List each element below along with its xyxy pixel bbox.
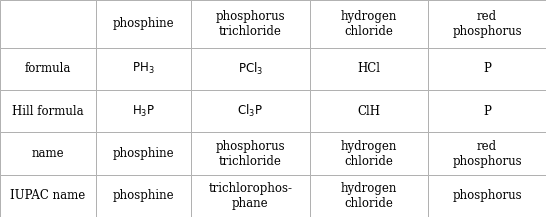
Bar xyxy=(428,175,546,217)
Bar xyxy=(428,90,546,132)
Text: phosphorus
trichloride: phosphorus trichloride xyxy=(216,10,285,38)
Bar xyxy=(0,90,96,132)
Bar xyxy=(96,0,191,48)
Text: $\mathrm{PH_3}$: $\mathrm{PH_3}$ xyxy=(132,61,155,76)
Bar xyxy=(310,175,428,217)
Text: $\mathrm{Cl_3P}$: $\mathrm{Cl_3P}$ xyxy=(238,103,263,119)
Bar xyxy=(96,90,191,132)
Text: phosphine: phosphine xyxy=(112,189,174,202)
Text: red
phosphorus: red phosphorus xyxy=(452,10,522,38)
Text: trichlorophos-
phane: trichlorophos- phane xyxy=(209,182,292,210)
Text: red
phosphorus: red phosphorus xyxy=(452,140,522,168)
Bar xyxy=(191,132,310,175)
Text: HCl: HCl xyxy=(357,62,381,75)
Text: $\mathrm{H_3P}$: $\mathrm{H_3P}$ xyxy=(132,104,155,119)
Text: hydrogen
chloride: hydrogen chloride xyxy=(341,140,397,168)
Text: hydrogen
chloride: hydrogen chloride xyxy=(341,10,397,38)
Text: Hill formula: Hill formula xyxy=(12,105,84,118)
Text: IUPAC name: IUPAC name xyxy=(10,189,85,202)
Text: P: P xyxy=(483,62,491,75)
Text: hydrogen
chloride: hydrogen chloride xyxy=(341,182,397,210)
Bar xyxy=(428,0,546,48)
Text: phosphine: phosphine xyxy=(112,17,174,30)
Bar xyxy=(428,48,546,90)
Bar xyxy=(310,132,428,175)
Bar xyxy=(428,132,546,175)
Bar xyxy=(310,90,428,132)
Text: phosphine: phosphine xyxy=(112,147,174,160)
Bar xyxy=(191,48,310,90)
Bar xyxy=(191,90,310,132)
Bar xyxy=(0,48,96,90)
Text: P: P xyxy=(483,105,491,118)
Bar xyxy=(0,0,96,48)
Bar xyxy=(0,132,96,175)
Bar xyxy=(96,48,191,90)
Bar xyxy=(191,175,310,217)
Bar xyxy=(310,48,428,90)
Text: $\mathrm{PCl_3}$: $\mathrm{PCl_3}$ xyxy=(238,61,263,77)
Text: ClH: ClH xyxy=(357,105,381,118)
Text: phosphorus: phosphorus xyxy=(452,189,522,202)
Bar xyxy=(310,0,428,48)
Text: name: name xyxy=(32,147,64,160)
Bar xyxy=(0,175,96,217)
Bar xyxy=(191,0,310,48)
Bar xyxy=(96,132,191,175)
Text: formula: formula xyxy=(25,62,71,75)
Bar xyxy=(96,175,191,217)
Text: phosphorus
trichloride: phosphorus trichloride xyxy=(216,140,285,168)
